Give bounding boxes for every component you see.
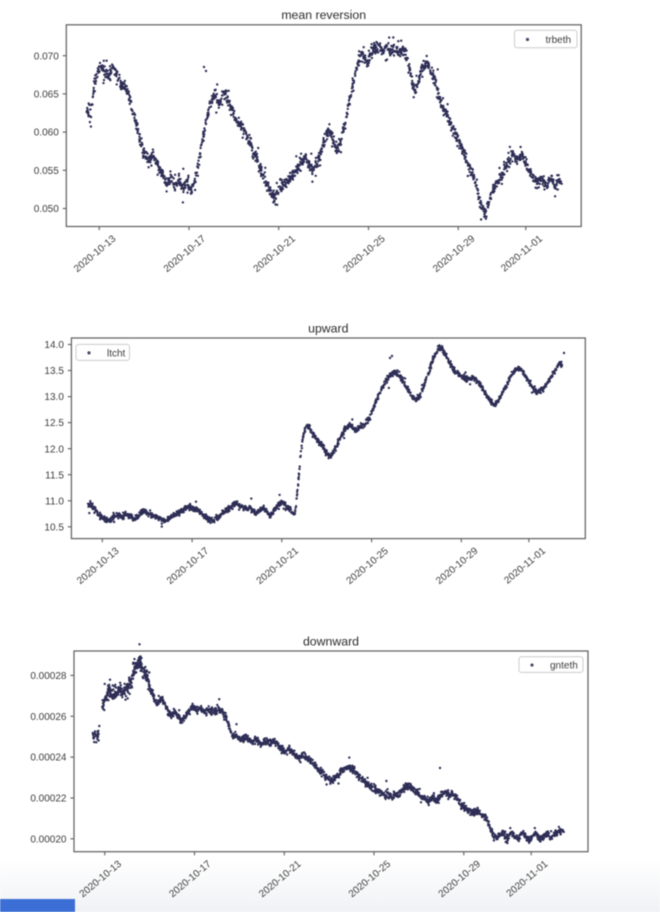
svg-text:ltcht: ltcht xyxy=(107,348,126,359)
svg-text:0.00026: 0.00026 xyxy=(30,712,67,723)
svg-text:0.00020: 0.00020 xyxy=(30,834,67,845)
svg-text:upward: upward xyxy=(308,322,348,336)
svg-text:10.5: 10.5 xyxy=(44,522,64,533)
svg-text:0.00028: 0.00028 xyxy=(30,671,67,682)
svg-text:0.060: 0.060 xyxy=(34,128,59,139)
svg-text:trbeth: trbeth xyxy=(546,35,572,46)
svg-text:mean reversion: mean reversion xyxy=(281,8,366,22)
svg-text:13.5: 13.5 xyxy=(44,366,64,377)
svg-text:11.5: 11.5 xyxy=(45,470,64,481)
svg-text:0.050: 0.050 xyxy=(34,204,59,215)
svg-text:12.0: 12.0 xyxy=(44,444,64,455)
svg-text:gnteth: gnteth xyxy=(550,660,578,671)
svg-text:0.055: 0.055 xyxy=(34,166,59,177)
svg-text:12.5: 12.5 xyxy=(44,418,64,429)
svg-text:14.0: 14.0 xyxy=(44,340,64,351)
svg-text:downward: downward xyxy=(303,635,359,649)
svg-text:0.00022: 0.00022 xyxy=(30,794,67,805)
svg-text:0.00024: 0.00024 xyxy=(30,753,67,764)
svg-text:0.065: 0.065 xyxy=(34,90,59,101)
svg-text:13.0: 13.0 xyxy=(44,392,64,403)
svg-text:0.070: 0.070 xyxy=(34,51,59,62)
svg-text:11.0: 11.0 xyxy=(45,496,64,507)
